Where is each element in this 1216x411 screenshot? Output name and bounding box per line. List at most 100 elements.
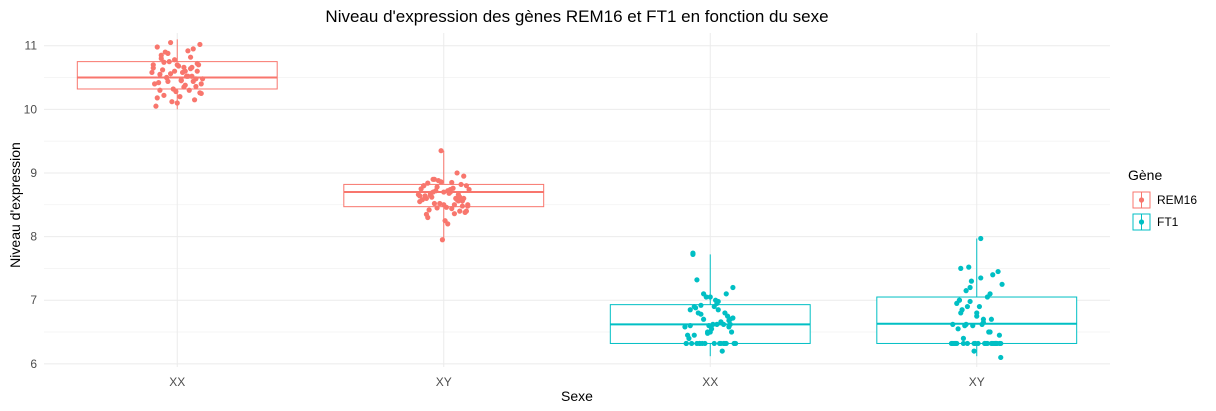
legend-key-point — [1138, 197, 1145, 203]
data-point — [978, 235, 984, 242]
points — [149, 39, 1005, 361]
data-point — [185, 48, 191, 54]
y-tick-label: 7 — [30, 293, 37, 307]
data-point — [955, 326, 961, 332]
data-point — [174, 100, 180, 106]
legend-key-point — [1138, 219, 1145, 225]
data-point — [190, 78, 196, 84]
data-point — [425, 180, 431, 186]
data-point — [700, 291, 707, 297]
y-tick-label: 9 — [30, 166, 37, 180]
data-point — [167, 71, 174, 77]
data-point — [722, 340, 728, 347]
legend: Gène REM16 FT1 — [1128, 167, 1197, 231]
data-point — [161, 92, 167, 98]
data-point — [186, 87, 192, 93]
data-point — [722, 310, 728, 316]
data-point — [455, 191, 462, 198]
data-point — [972, 340, 979, 347]
data-point — [161, 59, 167, 65]
data-point — [687, 323, 693, 329]
y-axis-title: Niveau d'expression — [7, 142, 23, 268]
data-point — [463, 208, 470, 214]
data-point — [723, 291, 729, 297]
data-point — [731, 340, 737, 347]
data-point — [166, 59, 172, 65]
data-point — [431, 176, 438, 182]
data-point — [459, 198, 466, 204]
data-point — [178, 77, 184, 83]
data-point — [988, 316, 995, 322]
box-rect — [876, 296, 1078, 344]
data-point — [964, 303, 971, 310]
data-point — [182, 82, 188, 88]
x-tick-label: XY — [436, 375, 452, 389]
data-point — [419, 197, 426, 203]
data-point — [726, 324, 732, 330]
data-point — [719, 348, 725, 354]
data-point — [421, 183, 427, 189]
data-point — [167, 39, 174, 46]
data-point — [155, 80, 162, 86]
data-point — [441, 189, 447, 195]
data-point — [431, 200, 438, 207]
data-point — [686, 335, 692, 341]
data-point — [960, 335, 967, 341]
data-point — [451, 202, 458, 208]
data-point — [171, 57, 178, 63]
data-point — [711, 303, 717, 310]
data-point — [692, 305, 699, 311]
data-point — [423, 211, 430, 217]
data-point — [466, 186, 472, 193]
boxes — [76, 39, 1078, 357]
data-point — [187, 66, 194, 72]
data-point — [730, 284, 736, 291]
data-point — [698, 302, 704, 308]
data-point — [442, 218, 448, 224]
data-point — [966, 264, 972, 270]
data-point — [683, 340, 689, 347]
data-point — [189, 73, 195, 79]
x-tick-label: XX — [702, 375, 718, 389]
data-point — [169, 99, 175, 105]
data-point — [187, 54, 194, 60]
data-point — [179, 69, 186, 76]
data-point — [438, 148, 444, 154]
data-point — [954, 340, 960, 347]
x-tick-label: XY — [969, 375, 985, 389]
data-point — [950, 321, 956, 327]
data-point — [158, 55, 164, 62]
data-point — [990, 272, 996, 278]
data-point — [434, 205, 440, 211]
data-point — [197, 90, 203, 96]
data-point — [157, 71, 163, 77]
data-point — [447, 186, 454, 193]
data-point — [154, 44, 160, 50]
data-point — [971, 348, 977, 354]
data-point — [170, 86, 176, 92]
data-point — [948, 340, 955, 347]
data-point — [715, 298, 721, 305]
data-point — [439, 237, 446, 243]
data-point — [459, 203, 466, 209]
data-point — [958, 265, 964, 271]
x-tick-label: XX — [169, 375, 185, 389]
data-point — [974, 313, 980, 319]
data-point — [451, 211, 458, 217]
data-point — [434, 184, 440, 190]
data-point — [682, 324, 688, 330]
data-point — [457, 208, 463, 214]
data-point — [461, 173, 467, 179]
data-point — [690, 250, 696, 256]
data-point — [980, 319, 987, 326]
y-axis: 6 7 8 9 10 11 — [24, 39, 38, 371]
data-point — [711, 340, 717, 347]
data-point — [458, 181, 464, 188]
data-point — [728, 329, 735, 335]
data-point — [150, 62, 156, 68]
y-tick-label: 8 — [30, 230, 37, 244]
data-point — [984, 340, 991, 347]
data-point — [454, 170, 460, 176]
data-point — [698, 311, 704, 317]
